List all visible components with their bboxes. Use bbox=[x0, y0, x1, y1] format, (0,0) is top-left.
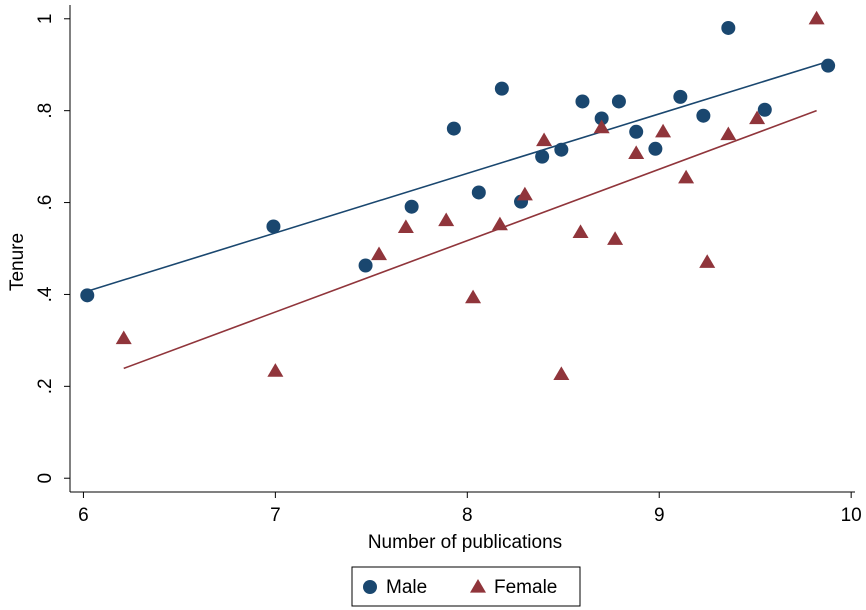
point bbox=[438, 212, 455, 227]
point bbox=[696, 108, 711, 123]
point bbox=[371, 246, 388, 261]
point bbox=[115, 330, 132, 345]
point bbox=[821, 58, 836, 73]
point bbox=[699, 254, 716, 268]
point bbox=[494, 81, 509, 96]
point bbox=[720, 126, 737, 141]
point bbox=[536, 132, 553, 147]
point bbox=[678, 169, 695, 184]
point bbox=[358, 258, 373, 273]
point bbox=[629, 124, 644, 139]
fit-line bbox=[87, 60, 829, 292]
point bbox=[673, 89, 688, 104]
y-axis-title: Tenure bbox=[7, 233, 28, 291]
point bbox=[404, 199, 419, 214]
fit-line bbox=[123, 109, 817, 370]
x-axis-title: Number of publications bbox=[368, 532, 562, 553]
y-tick-label: 0 bbox=[35, 473, 56, 484]
y-tick-label: 1 bbox=[35, 13, 56, 24]
point bbox=[648, 141, 663, 156]
legend-marker bbox=[470, 579, 486, 593]
x-tick-label: 10 bbox=[841, 505, 862, 526]
point bbox=[575, 94, 590, 109]
point bbox=[267, 363, 284, 377]
point bbox=[471, 185, 486, 200]
point bbox=[80, 288, 95, 303]
point bbox=[554, 142, 569, 157]
y-tick-label: .8 bbox=[35, 103, 56, 119]
x-tick-label: 7 bbox=[270, 505, 281, 526]
point bbox=[553, 366, 570, 380]
legend-marker bbox=[363, 580, 377, 594]
point bbox=[446, 121, 461, 136]
point bbox=[516, 186, 533, 201]
y-tick-label: .6 bbox=[35, 195, 56, 211]
x-tick-label: 6 bbox=[78, 505, 89, 526]
point bbox=[607, 231, 624, 245]
point bbox=[465, 289, 482, 304]
y-tick-label: .2 bbox=[35, 378, 56, 394]
point bbox=[757, 102, 772, 117]
point bbox=[572, 224, 589, 239]
point bbox=[628, 145, 645, 159]
point bbox=[655, 123, 672, 138]
point bbox=[266, 219, 281, 234]
point bbox=[491, 216, 508, 231]
point bbox=[594, 111, 609, 126]
legend-box bbox=[351, 566, 581, 607]
x-tick-label: 9 bbox=[654, 505, 665, 526]
point bbox=[749, 110, 766, 125]
x-tick-label: 8 bbox=[462, 505, 473, 526]
legend-label: Male bbox=[386, 577, 427, 598]
legend-label: Female bbox=[494, 577, 557, 598]
point bbox=[808, 10, 825, 25]
point bbox=[397, 219, 414, 233]
point bbox=[593, 119, 610, 134]
point bbox=[611, 94, 626, 109]
y-tick-label: .4 bbox=[35, 286, 56, 302]
point bbox=[535, 149, 550, 164]
point bbox=[721, 20, 736, 35]
